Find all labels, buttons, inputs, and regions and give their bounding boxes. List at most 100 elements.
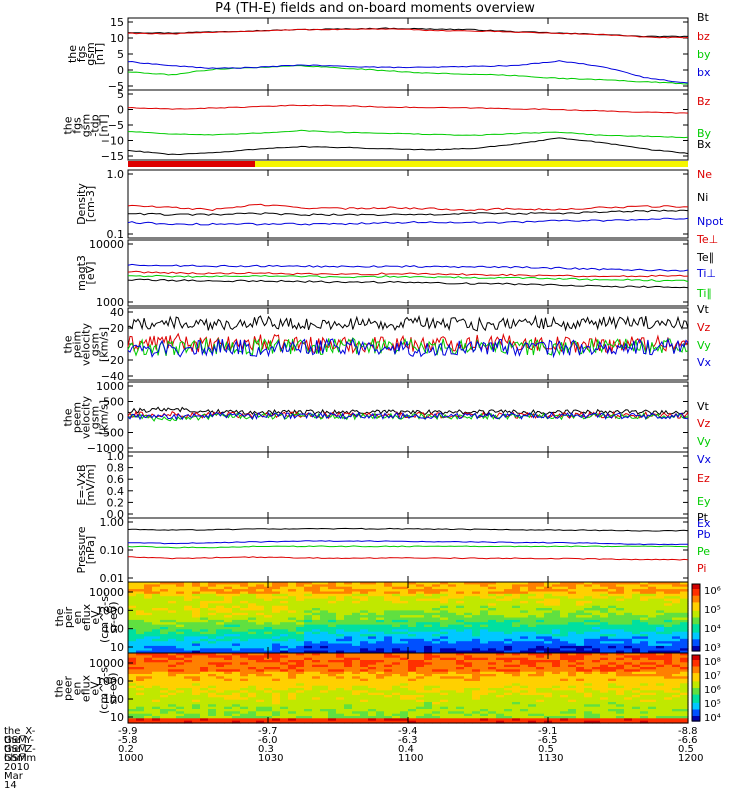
spectrogram-cell [232,718,241,722]
spectrogram-cell [536,704,545,708]
spectrogram-cell [408,610,417,614]
spectrogram-cell [440,716,449,719]
spectrogram-cell [560,634,569,638]
spectrogram-cell [536,711,545,715]
spectrogram-cell [304,641,313,645]
spectrogram-cell [200,641,209,645]
spectrogram-cell [160,617,169,621]
spectrogram-cell [160,662,169,666]
spectrogram-cell [256,596,265,600]
spectrogram-cell [560,600,569,604]
spectrogram-cell [288,591,297,595]
spectrogram-cell [592,667,601,670]
spectrogram-cell [208,582,217,585]
spectrogram-cell [296,608,305,611]
spectrogram-cell [496,612,505,616]
spectrogram-cell [408,690,417,694]
legend-Vy: Vy [697,339,711,352]
spectrogram-cell [576,589,585,593]
colorbar-cell [692,605,700,609]
spectrogram-cell [584,683,593,687]
spectrogram-cell [600,678,609,682]
spectrogram-cell [392,709,401,712]
spectrogram-cell [520,660,529,663]
spectrogram-cell [536,678,545,682]
spectrogram-cell [392,690,401,694]
spectrogram-cell [440,636,449,640]
spectrogram-cell [448,692,457,696]
spectrogram-cell [616,582,625,585]
spectrogram-cell [528,713,537,717]
colorbar-cell [692,716,700,719]
spectrogram-cell [672,612,681,616]
spectrogram-cell [536,697,545,701]
spectrogram-cell [608,608,617,611]
spectrogram-cell [408,586,417,590]
spectrogram-cell [136,582,145,585]
spectrogram-cell [536,598,545,602]
spectrogram-cell [184,697,193,701]
spectrogram-cell [344,664,353,668]
spectrogram-cell [528,634,537,638]
spectrogram-cell [560,624,569,628]
spectrogram-cell [240,631,249,635]
spectrogram-cell [504,685,513,689]
spectrogram-cell [552,662,561,666]
spectrogram-cell [512,695,521,698]
spectrogram-cell [488,582,497,585]
spectrogram-cell [680,615,689,619]
spectrogram-cell [496,681,505,684]
spectrogram-cell [552,650,561,654]
spectrogram-cell [584,709,593,712]
spectrogram-cell [360,605,369,609]
spectrogram-cell [624,638,633,642]
spectrogram-cell [504,657,513,661]
spectrogram-cell [328,711,337,715]
spectrogram-cell [392,657,401,661]
spectrogram-cell [208,615,217,619]
spectrogram-cell [448,657,457,661]
spectrogram-cell [632,667,641,670]
spectrogram-cell [264,605,273,609]
spectrogram-cell [352,603,361,607]
spectrogram-cell [392,653,401,656]
spectrogram-cell [600,624,609,628]
spectrogram-cell [200,699,209,703]
spectrogram-cell [128,653,137,656]
spectrogram-cell [312,653,321,656]
spectrogram-cell [608,702,617,705]
spectrogram-cell [312,629,321,633]
spectrogram-cell [232,692,241,696]
spectrogram-cell [360,584,369,588]
spectrogram-cell [504,660,513,663]
spectrogram-cell [680,645,689,649]
spectrogram-cell [184,624,193,628]
spectrogram-cell [368,634,377,638]
spectrogram-cell [560,641,569,645]
spectrogram-cell [312,678,321,682]
spectrogram-cell [656,627,665,630]
spectrogram-cell [248,692,257,696]
spectrogram-cell [544,671,553,675]
spectrogram-cell [424,653,433,656]
spectrogram-cell [320,669,329,673]
spectrogram-cell [608,704,617,708]
spectrogram-cell [632,624,641,628]
spectrogram-cell [200,596,209,600]
spectrogram-cell [280,610,289,614]
spectrogram-cell [184,695,193,698]
spectrogram-cell [248,669,257,673]
spectrogram-cell [336,596,345,600]
spectrogram-cell [680,586,689,590]
spectrogram-cell [624,671,633,675]
spectrogram-cell [176,678,185,682]
series-line-Pe [127,545,689,549]
spectrogram-cell [280,695,289,698]
spectrogram-cell [240,704,249,708]
spectrogram-cell [680,636,689,640]
spectrogram-cell [400,608,409,611]
spectrogram-cell [216,586,225,590]
spectrogram-cell [536,605,545,609]
spectrogram-cell [384,685,393,689]
spectrogram-cell [296,676,305,680]
